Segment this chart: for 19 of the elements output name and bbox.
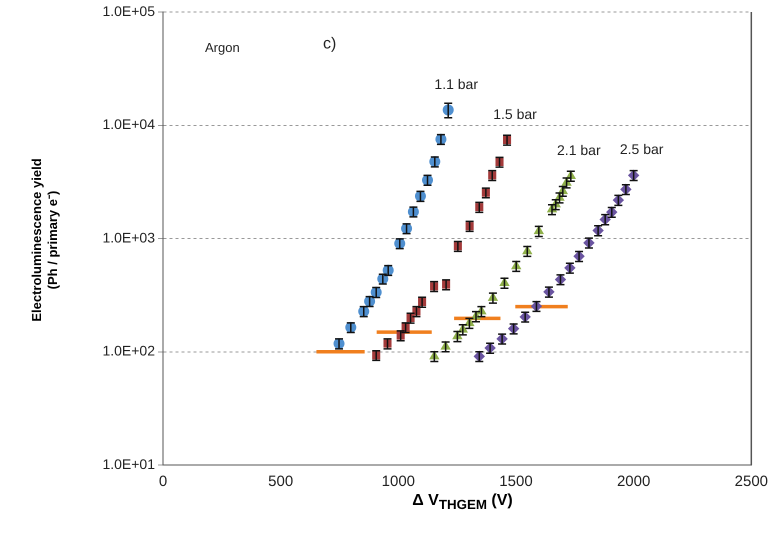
- y-axis-title: Electroluminescence yield (Ph / primary e⁻): [29, 158, 61, 322]
- x-tick-label: 1000: [382, 473, 416, 490]
- x-tick-label: 2000: [616, 473, 650, 490]
- series-label: 1.5 bar: [493, 106, 538, 122]
- x-tick-label: 500: [268, 473, 294, 490]
- x-axis-title: Δ V$_{THGEM}$ (V): [411, 492, 514, 512]
- x-tick-label: 1500: [499, 473, 533, 490]
- series-label: 2.1 bar: [557, 142, 601, 158]
- series-label: 1.1 bar: [434, 76, 478, 92]
- x-tick-label: 2500: [734, 473, 768, 490]
- y-tick-label: 1.0E+05: [102, 2, 156, 19]
- y-tick-label: 1.0E+03: [102, 229, 156, 246]
- x-tick-label: 0: [158, 473, 168, 490]
- y-tick-label: 1.0E+04: [102, 116, 156, 132]
- series-label: 2.5 bar: [620, 141, 664, 158]
- annotation: Argon: [205, 40, 240, 56]
- y-tick-label: 1.0E+02: [102, 342, 156, 359]
- annotation: c): [323, 35, 336, 52]
- y-tick-label: 1.0E+01: [102, 456, 156, 472]
